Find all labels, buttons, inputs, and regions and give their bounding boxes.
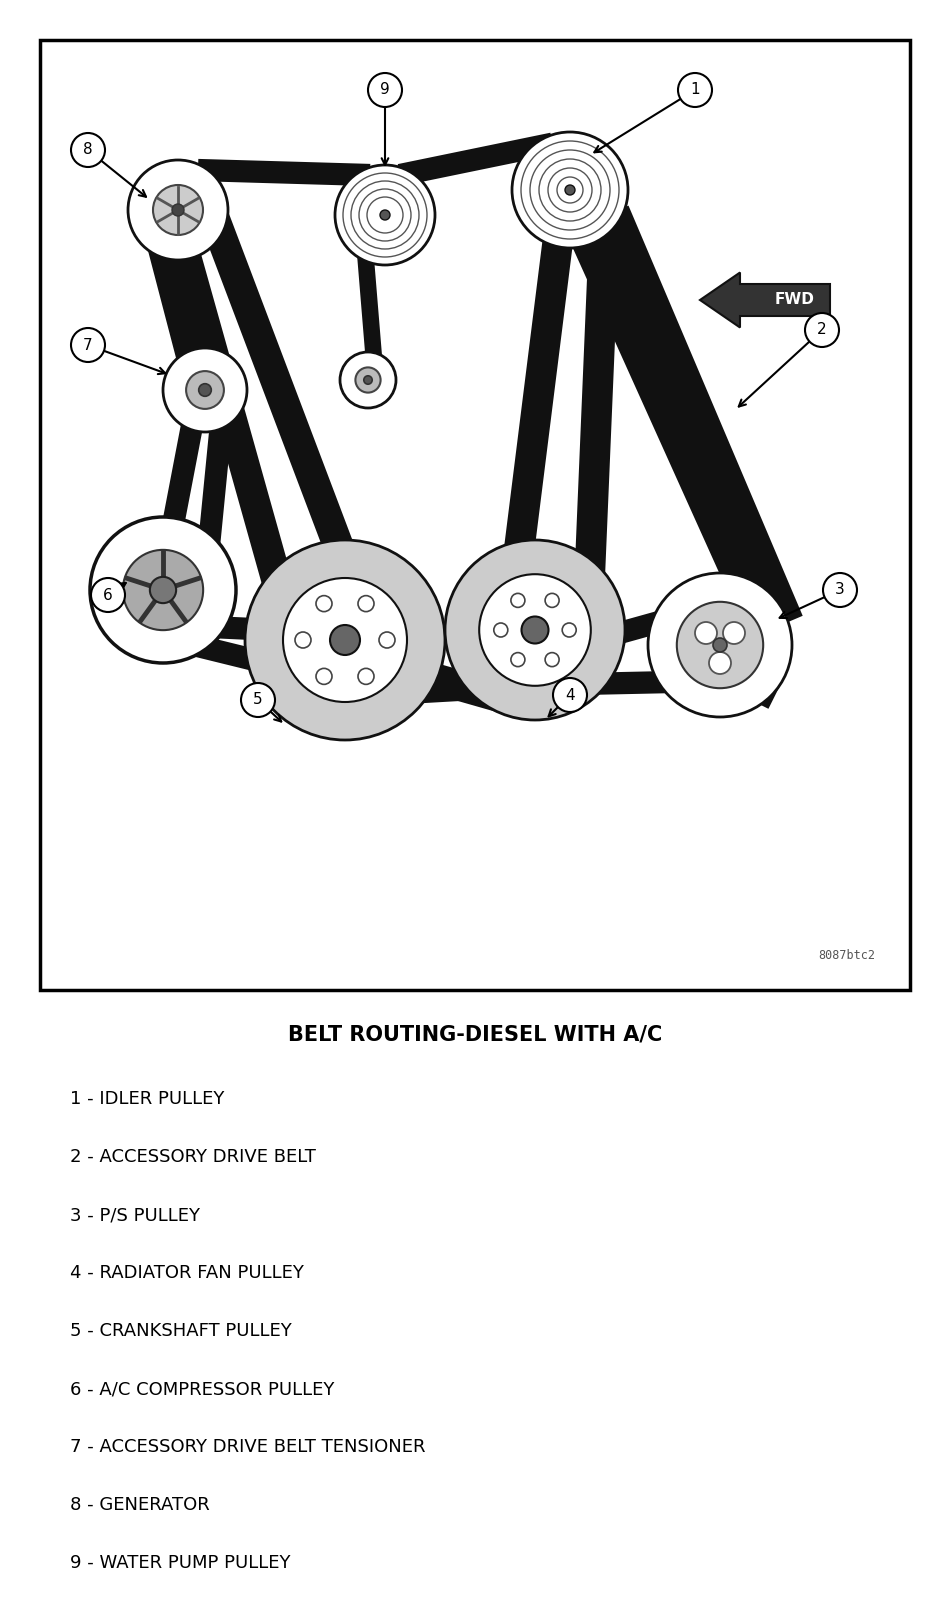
Text: 5 - CRANKSHAFT PULLEY: 5 - CRANKSHAFT PULLEY: [70, 1322, 292, 1341]
Text: 6: 6: [103, 587, 113, 603]
Text: FWD: FWD: [775, 291, 815, 307]
Text: 7 - ACCESSORY DRIVE BELT TENSIONER: 7 - ACCESSORY DRIVE BELT TENSIONER: [70, 1438, 425, 1456]
Circle shape: [805, 314, 839, 347]
Text: 9 - WATER PUMP PULLEY: 9 - WATER PUMP PULLEY: [70, 1554, 290, 1571]
Circle shape: [368, 74, 402, 107]
Circle shape: [379, 632, 395, 648]
Circle shape: [512, 133, 628, 248]
Circle shape: [709, 653, 731, 674]
Circle shape: [565, 186, 575, 195]
Text: 4: 4: [565, 688, 574, 702]
Circle shape: [128, 160, 228, 259]
Text: 3: 3: [835, 582, 844, 597]
Circle shape: [316, 595, 332, 611]
Circle shape: [358, 669, 374, 685]
Circle shape: [364, 376, 372, 384]
Text: 3 - P/S PULLEY: 3 - P/S PULLEY: [70, 1206, 200, 1224]
Circle shape: [358, 595, 374, 611]
FancyBboxPatch shape: [40, 40, 910, 990]
Circle shape: [648, 573, 792, 717]
Text: 4 - RADIATOR FAN PULLEY: 4 - RADIATOR FAN PULLEY: [70, 1264, 304, 1282]
Text: 5: 5: [253, 693, 262, 707]
Text: 9: 9: [380, 83, 390, 98]
Circle shape: [678, 74, 712, 107]
Circle shape: [479, 574, 591, 686]
Circle shape: [553, 678, 587, 712]
Circle shape: [356, 368, 380, 392]
Circle shape: [335, 165, 435, 266]
Circle shape: [295, 632, 311, 648]
Text: 8: 8: [83, 142, 93, 157]
Circle shape: [545, 594, 559, 608]
Text: 1 - IDLER PULLEY: 1 - IDLER PULLEY: [70, 1090, 224, 1107]
Circle shape: [823, 573, 857, 606]
Circle shape: [511, 653, 525, 667]
Circle shape: [713, 638, 727, 653]
Circle shape: [695, 622, 717, 643]
Circle shape: [283, 578, 407, 702]
Circle shape: [71, 328, 105, 362]
Circle shape: [316, 669, 332, 685]
Circle shape: [163, 349, 247, 432]
Circle shape: [71, 133, 105, 166]
Circle shape: [562, 622, 576, 637]
Circle shape: [445, 541, 625, 720]
Circle shape: [245, 541, 445, 739]
Circle shape: [330, 626, 360, 654]
Text: 8087btc2: 8087btc2: [818, 949, 875, 962]
Circle shape: [199, 384, 211, 397]
Circle shape: [150, 578, 176, 603]
Circle shape: [677, 602, 764, 688]
Text: 2 - ACCESSORY DRIVE BELT: 2 - ACCESSORY DRIVE BELT: [70, 1149, 316, 1166]
Circle shape: [186, 371, 223, 410]
Circle shape: [494, 622, 508, 637]
Text: BELT ROUTING-DIESEL WITH A/C: BELT ROUTING-DIESEL WITH A/C: [288, 1026, 663, 1045]
Text: 6 - A/C COMPRESSOR PULLEY: 6 - A/C COMPRESSOR PULLEY: [70, 1379, 335, 1398]
Circle shape: [340, 352, 396, 408]
Text: 2: 2: [817, 323, 826, 338]
Circle shape: [380, 210, 390, 219]
Circle shape: [545, 653, 559, 667]
Text: 7: 7: [83, 338, 93, 352]
Circle shape: [153, 186, 203, 235]
Circle shape: [91, 578, 125, 611]
Circle shape: [241, 683, 275, 717]
Circle shape: [90, 517, 236, 662]
Circle shape: [723, 622, 745, 643]
Circle shape: [123, 550, 204, 630]
Circle shape: [172, 203, 184, 216]
Text: 1: 1: [690, 83, 700, 98]
Circle shape: [511, 594, 525, 608]
FancyArrow shape: [700, 272, 830, 328]
Circle shape: [521, 616, 549, 643]
Text: 8 - GENERATOR: 8 - GENERATOR: [70, 1496, 210, 1514]
